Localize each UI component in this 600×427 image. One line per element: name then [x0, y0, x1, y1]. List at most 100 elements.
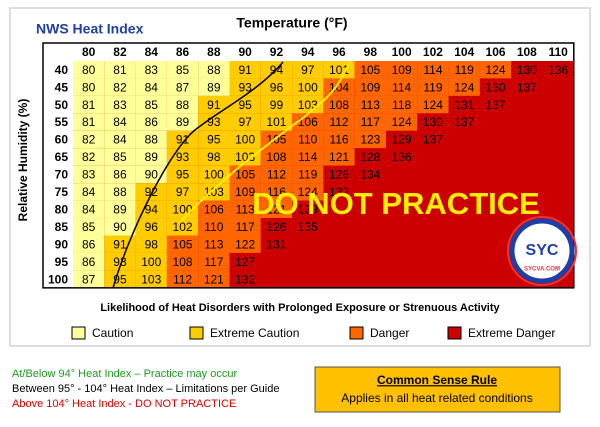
column-header: 98 — [364, 45, 378, 59]
cell-value: 103 — [298, 98, 318, 112]
cell-value: 83 — [145, 63, 159, 77]
cell-value: 84 — [145, 80, 159, 94]
cell-value: 112 — [267, 168, 286, 182]
cell — [229, 113, 261, 131]
column-header: 92 — [270, 45, 284, 59]
cell-value: 108 — [329, 98, 349, 112]
cell-value: 108 — [173, 255, 193, 269]
cell — [104, 235, 136, 253]
cell — [229, 130, 261, 149]
cell-value: 112 — [329, 115, 348, 129]
cell-value: 86 — [145, 115, 159, 129]
cell-value: 126 — [266, 220, 286, 234]
row-header: 60 — [55, 133, 69, 147]
cell — [386, 78, 418, 96]
cell-value: 129 — [298, 202, 318, 216]
cell-value: 88 — [113, 185, 127, 199]
cell — [448, 78, 480, 96]
cell-value: 130 — [486, 80, 506, 94]
cell-value: 124 — [298, 185, 318, 199]
cell — [135, 95, 167, 114]
cell-value: 128 — [360, 150, 380, 164]
cell — [104, 252, 136, 271]
cell-value: 135 — [298, 220, 318, 234]
rule-title: Common Sense Rule — [377, 373, 497, 387]
row-header: 80 — [55, 202, 69, 216]
cell-value: 117 — [236, 220, 255, 234]
cell — [198, 165, 230, 184]
cell-value: 94 — [145, 202, 159, 216]
cell — [198, 218, 230, 236]
cell — [448, 61, 480, 79]
cell — [386, 95, 418, 114]
cell — [323, 61, 355, 79]
cell — [323, 95, 355, 114]
cell — [229, 165, 261, 184]
cell-value: 86 — [82, 255, 96, 269]
cell-value: 110 — [298, 133, 317, 147]
cell — [73, 61, 105, 79]
cell — [292, 218, 324, 236]
logo-url: SYCVA.COM — [524, 267, 560, 273]
row-header: 75 — [55, 185, 69, 199]
cell-value: 114 — [298, 150, 317, 164]
cell-value: 86 — [82, 237, 96, 251]
cell — [73, 130, 105, 149]
row-header: 70 — [55, 168, 69, 182]
cell-value: 102 — [173, 220, 193, 234]
cell-value: 131 — [266, 237, 286, 251]
cell-value: 98 — [207, 150, 221, 164]
cell — [104, 200, 136, 219]
cell-value: 87 — [176, 80, 190, 94]
note: Above 104° Heat Index - DO NOT PRACTICE — [12, 398, 236, 410]
cell — [323, 165, 355, 184]
cell — [73, 270, 105, 288]
column-header: 108 — [517, 45, 537, 59]
cell — [73, 200, 105, 219]
cell — [166, 200, 199, 219]
cell — [135, 270, 167, 288]
logo — [509, 218, 575, 284]
cell — [198, 61, 230, 79]
column-header: 106 — [486, 45, 506, 59]
cell-value: 100 — [235, 133, 255, 147]
column-header: 88 — [207, 45, 221, 59]
cell — [323, 113, 355, 131]
notes: At/Below 94° Heat Index – Practice may o… — [12, 368, 279, 410]
cell-value: 104 — [329, 80, 349, 94]
cell-value: 105 — [235, 168, 255, 182]
cell-value: 114 — [423, 63, 442, 77]
cell-value: 103 — [204, 185, 224, 199]
cell-value: 126 — [329, 168, 349, 182]
row-header: 85 — [55, 220, 69, 234]
cell — [417, 113, 449, 131]
cell-value: 124 — [392, 115, 412, 129]
cell — [104, 218, 136, 236]
column-header: 102 — [423, 45, 443, 59]
cell — [229, 183, 261, 201]
cell-value: 108 — [266, 150, 286, 164]
cell — [417, 78, 449, 96]
cell-value: 84 — [82, 202, 96, 216]
cell-value: 82 — [82, 150, 96, 164]
cell-value: 85 — [82, 220, 96, 234]
cell-value: 81 — [82, 115, 96, 129]
cell — [198, 130, 230, 149]
cell — [260, 218, 293, 236]
cell — [104, 148, 136, 166]
cell — [479, 78, 512, 96]
cell-value: 85 — [176, 63, 190, 77]
cell-value: 101 — [266, 115, 286, 129]
row-label: Relative Humidity (%) — [16, 99, 30, 222]
cell — [166, 95, 199, 114]
cell-value: 88 — [207, 63, 221, 77]
row-header: 90 — [55, 237, 69, 251]
cell-value: 136 — [392, 150, 412, 164]
cell-value: 85 — [145, 98, 159, 112]
cell — [354, 61, 386, 79]
cell — [229, 270, 261, 288]
column-header: 86 — [176, 45, 190, 59]
column-header: 104 — [454, 45, 474, 59]
cell-value: 130 — [517, 63, 537, 77]
cell-value: 85 — [113, 150, 127, 164]
